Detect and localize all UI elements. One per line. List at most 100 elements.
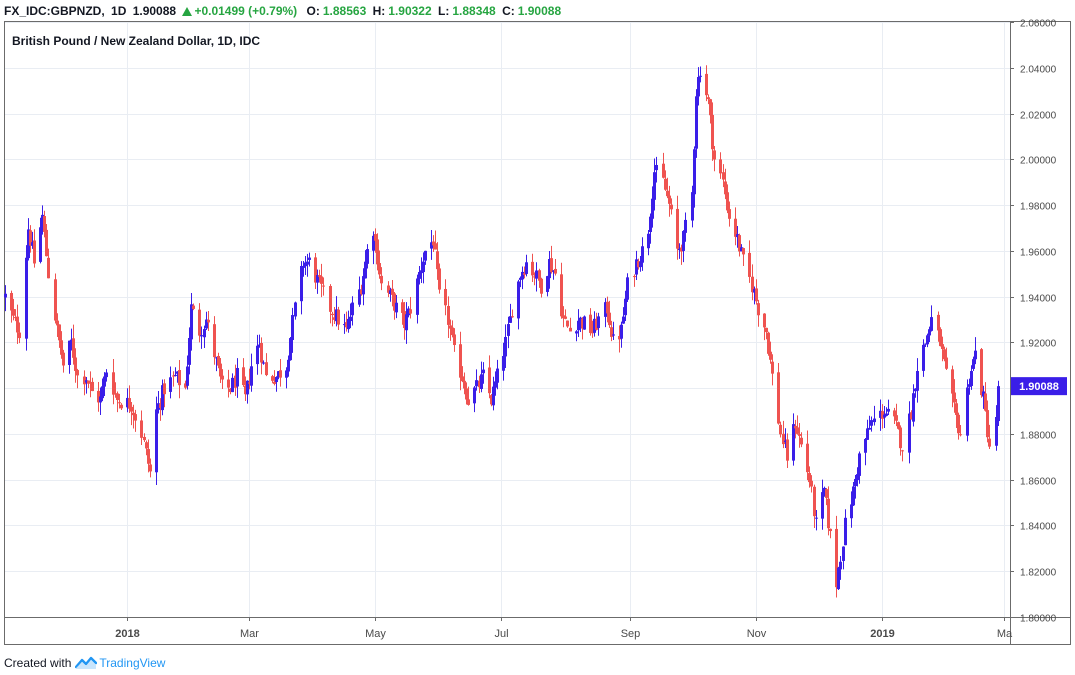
candle-body (842, 546, 845, 561)
candle (502, 342, 505, 381)
candle-body (430, 242, 433, 249)
candle-body (277, 371, 280, 378)
candle (937, 311, 940, 342)
candle (200, 326, 203, 349)
candle-body (478, 380, 481, 388)
candle (827, 486, 830, 536)
candle-body (444, 288, 447, 306)
candle (74, 348, 77, 383)
candle (916, 358, 919, 403)
candle-body (314, 257, 317, 283)
candle-body (684, 219, 687, 233)
candle (300, 261, 303, 315)
candle (482, 362, 485, 384)
x-tick-label: 2019 (870, 628, 894, 640)
candle (18, 322, 21, 344)
candle (926, 333, 929, 348)
tradingview-link[interactable]: TradingView (99, 656, 166, 670)
candle (389, 287, 392, 302)
time-axis[interactable]: 2018 Mar May Jul Sep Nov 2019 Ma (115, 617, 1013, 640)
candle (143, 433, 146, 442)
candle (347, 310, 350, 333)
candle (951, 365, 954, 408)
candle (318, 269, 321, 283)
candle (161, 379, 164, 416)
candle (461, 366, 464, 383)
candle-body (376, 239, 379, 265)
candle-body (916, 371, 919, 391)
candle (986, 400, 989, 443)
candle (742, 247, 745, 267)
interval-label[interactable]: 1D (111, 4, 127, 18)
candle-body (275, 377, 278, 383)
candle-body (901, 450, 904, 452)
candle-body (711, 114, 714, 150)
close-label: C: (502, 4, 515, 18)
candle (670, 198, 673, 215)
tradingview-logo-icon (75, 656, 98, 669)
low-label: L: (438, 4, 450, 18)
candle-body (647, 233, 650, 249)
candle-body (207, 319, 210, 323)
candle (662, 152, 665, 179)
candle-body (434, 243, 437, 250)
candle (792, 413, 795, 466)
price-chart[interactable]: 1.80000 1.82000 1.84000 1.86000 1.88000 1.900… (0, 0, 1075, 650)
candle (786, 433, 789, 469)
y-tick-label: 1.80000 (1020, 614, 1057, 625)
candle-body (438, 268, 441, 290)
candle-body (16, 316, 19, 333)
candle (535, 262, 538, 292)
candle-body (380, 275, 383, 284)
candle-body (606, 301, 609, 314)
candle-body (899, 427, 902, 449)
candle-body (465, 388, 468, 400)
candle (422, 252, 425, 284)
candle-body (988, 438, 991, 447)
candle (858, 451, 861, 484)
candle-body (755, 288, 758, 302)
candle-body (473, 387, 476, 404)
candle (798, 422, 801, 448)
candle-body (205, 319, 208, 329)
symbol-name[interactable]: FX_IDC:GBPNZD, (4, 4, 105, 18)
price-axis[interactable]: 1.80000 1.82000 1.84000 1.86000 1.88000 1.900… (1010, 19, 1057, 625)
candle-body (169, 377, 172, 392)
candle (538, 268, 541, 288)
candle (864, 437, 867, 466)
candle (517, 279, 520, 330)
candle (186, 355, 189, 390)
candle-body (895, 415, 898, 421)
candle-body (83, 376, 86, 385)
candle-body (864, 439, 867, 453)
candle-body (748, 252, 751, 277)
candle-body (550, 258, 553, 273)
y-tick-label: 2.06000 (1020, 19, 1057, 30)
candle (279, 358, 282, 387)
candle-body (670, 204, 673, 210)
candle-body (930, 317, 933, 331)
y-tick-label: 1.82000 (1020, 568, 1057, 579)
candle-body (887, 408, 890, 412)
candle (709, 98, 712, 124)
candle (236, 358, 239, 398)
candle (447, 296, 450, 339)
candle-body (345, 322, 348, 328)
candle-body (844, 517, 847, 546)
candle-body (178, 370, 181, 386)
candle (229, 388, 232, 395)
candle-body (318, 275, 321, 277)
candle (953, 379, 956, 413)
candle-body (639, 261, 642, 268)
candle (192, 303, 195, 311)
candle (432, 235, 435, 252)
candle-body (229, 388, 232, 393)
candle (980, 348, 983, 398)
candle-body (461, 376, 464, 382)
candle (711, 102, 714, 161)
candle (114, 382, 117, 398)
candle-body (922, 344, 925, 371)
candle (595, 312, 598, 331)
candle-body (58, 324, 61, 341)
up-arrow-icon (182, 7, 193, 16)
